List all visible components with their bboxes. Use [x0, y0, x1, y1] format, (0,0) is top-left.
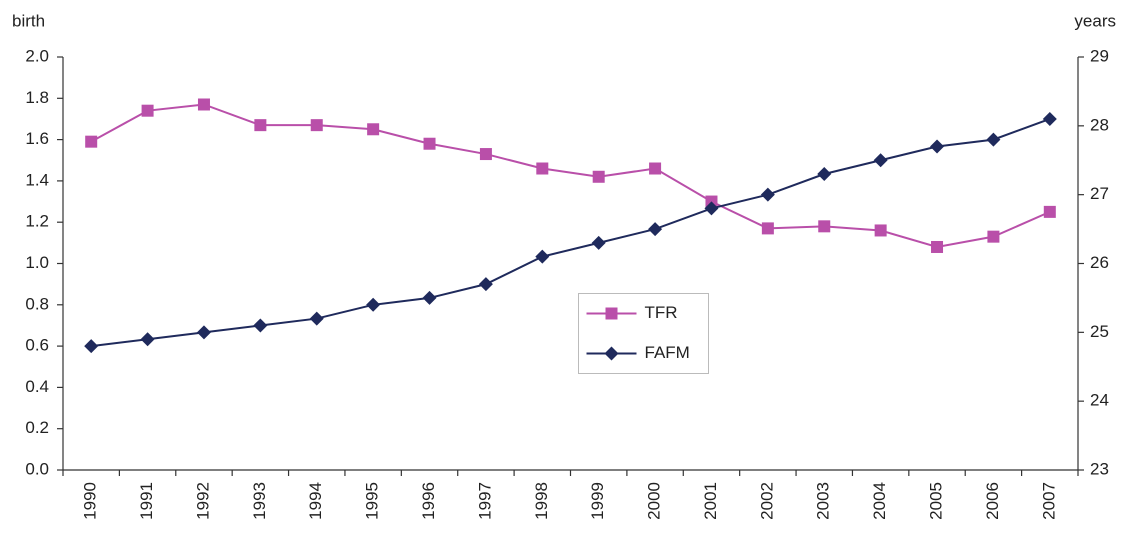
data-point: [422, 290, 437, 305]
y-tick-label: 0.8: [25, 294, 49, 313]
data-point: [986, 132, 1001, 147]
data-point: [873, 153, 888, 168]
x-tick-label: 2001: [701, 482, 720, 520]
data-point: [254, 119, 267, 132]
y-tick-label: 0.2: [25, 418, 49, 437]
legend-marker: [604, 346, 619, 361]
x-tick-label: 2007: [1039, 482, 1058, 520]
y2-tick-label: 23: [1090, 459, 1109, 478]
x-tick-label: 2006: [983, 482, 1002, 520]
x-tick-label: 1995: [363, 482, 382, 520]
x-tick-label: 1996: [419, 482, 438, 520]
data-point: [931, 240, 944, 253]
legend-label: TFR: [645, 303, 678, 322]
series-line: [90, 103, 1051, 249]
data-point: [760, 187, 775, 202]
data-point: [197, 98, 210, 111]
x-tick-label: 1991: [137, 482, 156, 520]
y-tick-label: 1.8: [25, 88, 49, 107]
data-point: [874, 224, 887, 237]
y2-tick-label: 26: [1090, 253, 1109, 272]
series-line: [91, 118, 1051, 348]
x-tick-label: 1997: [475, 482, 494, 520]
y-tick-label: 1.6: [25, 129, 49, 148]
y2-tick-label: 29: [1090, 46, 1109, 65]
data-point: [591, 235, 606, 250]
data-point: [987, 230, 1000, 243]
x-tick-label: 1994: [306, 482, 325, 520]
y2-tick-label: 25: [1090, 322, 1109, 341]
x-tick-label: 1993: [250, 482, 269, 520]
y2-axis-label: years: [1074, 11, 1116, 30]
data-point: [367, 123, 380, 136]
data-point: [536, 162, 549, 175]
legend-label: FAFM: [645, 343, 690, 362]
x-tick-label: 2002: [757, 482, 776, 520]
data-point: [592, 170, 605, 183]
data-point: [140, 332, 155, 347]
data-point: [310, 119, 323, 132]
data-point: [704, 201, 719, 216]
y-axis-label: birth: [12, 11, 45, 30]
data-point: [761, 222, 774, 235]
legend-box: [578, 293, 709, 374]
data-point: [930, 139, 945, 154]
y2-tick-label: 24: [1090, 391, 1109, 410]
x-tick-label: 2004: [870, 482, 889, 520]
x-tick-label: 1990: [81, 482, 100, 520]
x-tick-label: 1999: [588, 482, 607, 520]
data-point: [253, 318, 268, 333]
x-tick-label: 2005: [927, 482, 946, 520]
data-point: [366, 297, 381, 312]
x-tick-label: 2000: [645, 482, 664, 520]
data-point: [478, 277, 493, 292]
data-point: [1043, 205, 1056, 218]
y-tick-label: 1.0: [25, 253, 49, 272]
data-point: [85, 135, 98, 148]
x-tick-label: 1992: [193, 482, 212, 520]
y2-tick-label: 27: [1090, 184, 1109, 203]
data-point: [84, 339, 99, 354]
legend-marker: [605, 307, 618, 320]
data-point: [818, 220, 831, 233]
y-tick-label: 0.4: [25, 377, 49, 396]
y-tick-label: 2.0: [25, 46, 49, 65]
y2-tick-label: 28: [1090, 115, 1109, 134]
data-point: [141, 104, 154, 117]
x-tick-label: 2003: [814, 482, 833, 520]
y-tick-label: 0.6: [25, 336, 49, 355]
data-point: [196, 325, 211, 340]
data-point: [648, 222, 663, 237]
data-point: [423, 137, 436, 150]
y-tick-label: 1.2: [25, 212, 49, 231]
y-tick-label: 0.0: [25, 459, 49, 478]
data-point: [479, 148, 492, 161]
data-point: [649, 162, 662, 175]
data-point: [309, 311, 324, 326]
x-tick-label: 1998: [532, 482, 551, 520]
data-point: [1042, 111, 1057, 126]
data-point: [535, 249, 550, 264]
data-point: [817, 167, 832, 182]
y-tick-label: 1.4: [25, 170, 49, 189]
